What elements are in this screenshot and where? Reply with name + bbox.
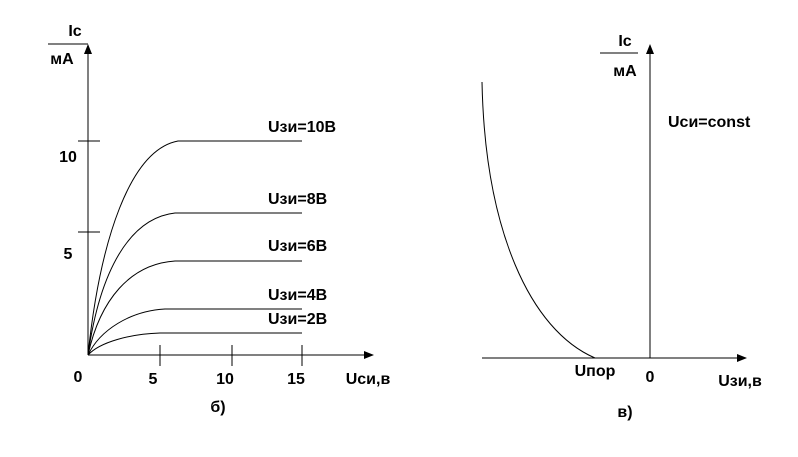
curve-label: Uзи=8В [268,191,327,208]
condition-label: Uси=const [668,114,751,131]
caption: б) [210,399,225,416]
curve [87,140,302,356]
x-label: Uси,в [346,371,391,388]
x-label: Uзи,в [718,373,762,390]
y-label: Ic [68,23,81,40]
x-tick-label: 5 [149,371,158,388]
origin-label: 0 [74,369,83,386]
x-tick-label: 10 [216,371,234,388]
curve [87,332,302,356]
x-tick-label: 15 [287,371,305,388]
caption: в) [617,404,632,421]
curve [87,212,302,356]
y-tick-label: 10 [59,149,77,166]
y-unit: мА [613,63,637,80]
curve [87,260,302,356]
y-unit: мА [50,51,74,68]
curve [481,81,596,359]
y-tick-label: 5 [64,246,73,263]
curve-label: Uзи=6В [268,238,327,255]
curve-label: Uзи=2В [268,311,327,328]
threshold-label: Uпор [575,363,616,380]
right-panel: Ic мА Uси=const Uпор 0 Uзи,в в) [481,33,762,421]
curve-label: Uзи=10В [268,119,336,136]
curve [87,308,302,356]
left-panel: Ic мА 10 5 0 5 10 15 Uси,в б) Uзи=10В Uз… [48,23,390,416]
y-label: Ic [618,33,631,50]
origin-label: 0 [646,369,655,386]
curve-label: Uзи=4В [268,287,327,304]
